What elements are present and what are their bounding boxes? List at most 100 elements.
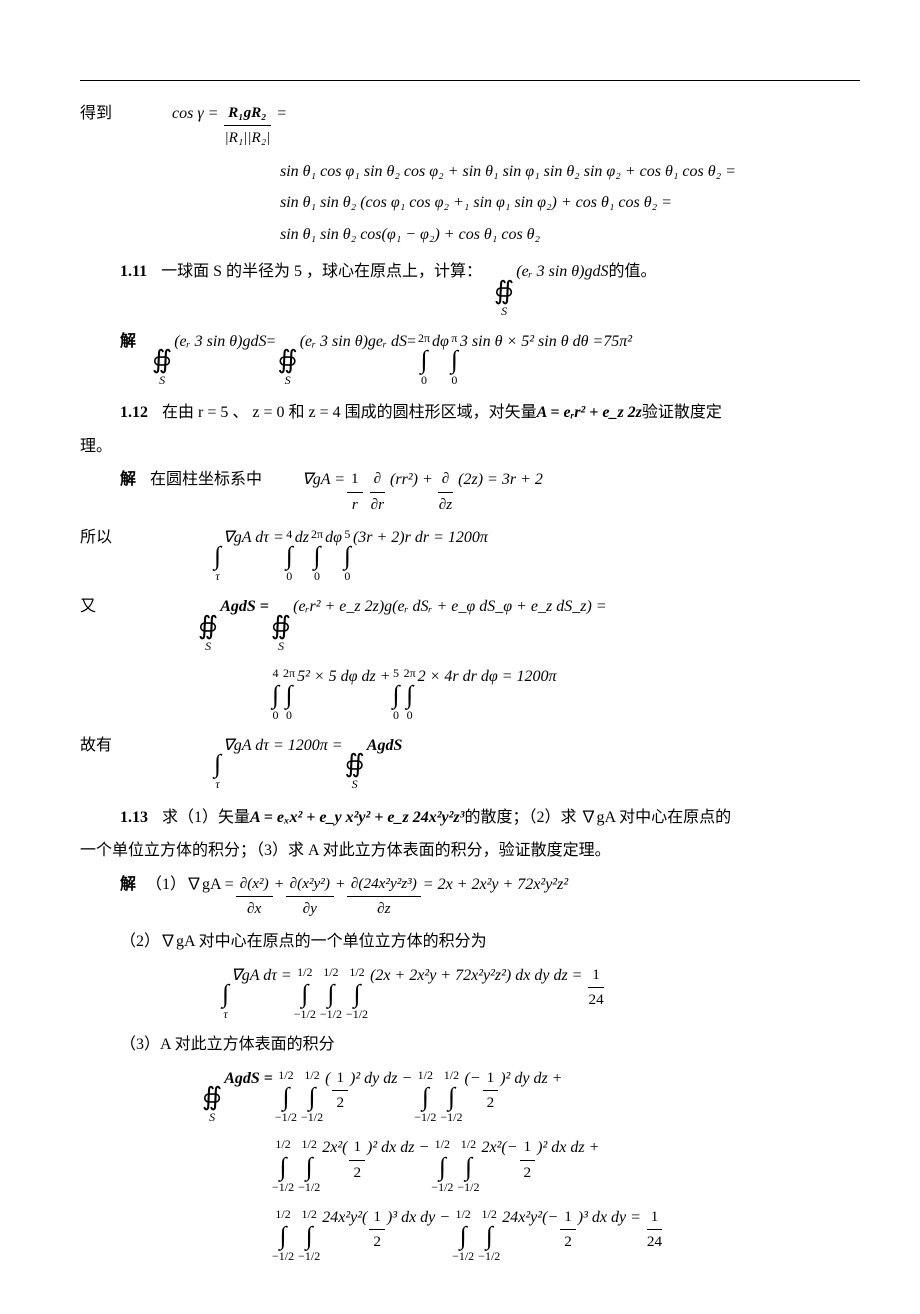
- f2: ∂(x²y²)∂y: [286, 872, 334, 922]
- p112-text-a: 在由 r = 5 、 z = 0 和 z = 4 围成的圆柱形区域，对矢量: [162, 400, 537, 426]
- div-rhs: (2z) = 3r + 2: [458, 467, 543, 493]
- p113-sol2-text: （2）∇gA 对中心在原点的一个单位立方体的积分为: [80, 929, 860, 955]
- surf-rhs2a: 5² × 5 dφ dz +: [297, 664, 390, 690]
- int-r: 5∫0: [344, 525, 351, 586]
- p112-sol-a: 在圆柱坐标系中: [150, 467, 262, 493]
- int-b: 2π∫0: [283, 664, 295, 725]
- trig-expansion: sin θ₁ cos φ₁ sin θ₂ cos φ₂ + sin θ₁ sin…: [80, 159, 860, 248]
- also: 又: [80, 594, 96, 620]
- frac-ddz: ∂∂z: [435, 467, 456, 517]
- int-phi2: 2π∫0: [311, 525, 323, 586]
- f1: ∂(x²)∂x: [236, 872, 273, 922]
- p113-s3-row1: ∯S AgdS = 1/2∫−1/2 1/2∫−1/2 ( 12 )² dy d…: [80, 1066, 860, 1127]
- frac-R: R₁gR₂ |R₁||R₂|: [220, 101, 274, 151]
- int-theta: π∫0: [451, 329, 458, 390]
- oint-7: ∯S: [202, 1066, 222, 1127]
- problem-1-12: 1.12 在由 r = 5 、 z = 0 和 z = 4 围成的圆柱形区域，对…: [80, 400, 860, 426]
- p112-text-b: 验证散度定: [642, 400, 722, 426]
- sol-3: 解: [120, 872, 136, 898]
- sol-1: 解: [120, 329, 136, 355]
- dphi: dφ: [432, 329, 449, 355]
- surf-rhs1: (eᵣr² + e_z 2z)g(eᵣ dSᵣ + e_φ dS_φ + e_z…: [293, 594, 606, 620]
- p113-s3-row3: 1/2∫−1/2 1/2∫−1/2 24x²y²( 12 )³ dx dy − …: [80, 1205, 860, 1266]
- final-rhs: AgdS: [367, 733, 403, 759]
- frac-ddr: ∂∂r: [367, 467, 388, 517]
- div-mid: (rr²) +: [390, 467, 433, 493]
- p113-sol2-eq: ∫τ ∇gA dτ = 1/2∫−1/2 1/2∫−1/2 1/2∫−1/2 (…: [80, 963, 860, 1024]
- int-a: 4∫0: [272, 664, 279, 725]
- p112-num: 1.12: [120, 400, 148, 426]
- oint-3: ∯S: [277, 329, 297, 390]
- oint-5: ∯S: [271, 594, 291, 655]
- int1-lhs: ∇gA dτ =: [223, 525, 284, 551]
- sol2-text: （2）∇gA 对中心在原点的一个单位立方体的积分为: [120, 929, 487, 955]
- p111-integrand: (eᵣ 3 sin θ)gdS: [516, 259, 608, 285]
- int-d: 2π∫0: [404, 664, 416, 725]
- oint-4: ∯S: [198, 594, 218, 655]
- p113-text-b: 的散度；（2）求 ∇gA 对中心在原点的: [464, 805, 731, 831]
- p111-sol-lhs: (eᵣ 3 sin θ)gdS: [174, 329, 266, 355]
- frac-R-top: R₁gR₂: [228, 104, 266, 121]
- problem-1-11: 1.11 一球面 S 的半径为 5 ，球心在原点上，计算： ∯ S (eᵣ 3 …: [80, 259, 860, 320]
- p113-num: 1.13: [120, 805, 148, 831]
- p113-vec: A = eₓx² + e_y x²y² + e_z 24x²y²z³: [250, 805, 464, 831]
- p113-sol1: 解 （1）∇gA = ∂(x²)∂x + ∂(x²y²)∂y + ∂(24x²y…: [80, 872, 860, 922]
- oint-6: ∯S: [345, 733, 365, 794]
- p112-vec: A = eᵣr² + e_z 2z: [537, 400, 642, 426]
- p112-surf2: 4∫0 2π∫0 5² × 5 dφ dz + 5∫0 2π∫0 2 × 4r …: [80, 664, 860, 725]
- line-cosgamma: 得到 cos γ = R₁gR₂ |R₁||R₂| =: [80, 101, 860, 151]
- problem-1-13: 1.13 求（1）矢量 A = eₓx² + e_y x²y² + e_z 24…: [80, 805, 860, 831]
- frac-1r: 1r: [347, 467, 363, 517]
- int-tau-1: ∫τ: [214, 525, 221, 586]
- int-phi: 2π∫0: [418, 329, 430, 390]
- p113-sol1-lhs: （1）∇gA =: [146, 872, 234, 898]
- frac-R-bot: |R₁||R₂|: [224, 129, 270, 146]
- sol2-lhs: ∇gA dτ =: [231, 963, 292, 989]
- sol-2: 解: [120, 467, 136, 493]
- int1-rhs: (3r + 2)r dr = 1200π: [353, 525, 488, 551]
- p113-cont: 一个单位立方体的积分；（3）求 A 对此立方体表面的积分，验证散度定理。: [80, 838, 860, 864]
- int-h2: 1/2∫−1/2: [320, 963, 342, 1024]
- eq1: =: [276, 101, 287, 127]
- sol3-text: （3）A 对此立方体表面的积分: [120, 1032, 335, 1058]
- s3-lhs: AgdS =: [224, 1066, 273, 1092]
- header-rule: [80, 80, 860, 81]
- trig2: sin θ₁ sin θ₂ (cos φ₁ cos φ₂ +₁ sin φ₁ s…: [280, 190, 860, 216]
- so: 所以: [80, 525, 112, 551]
- p113-sol1-rhs: = 2x + 2x²y + 72x²y²z²: [423, 872, 568, 898]
- p113-text-c: 一个单位立方体的积分；（3）求 A 对此立方体表面的积分，验证散度定理。: [80, 838, 611, 864]
- p111-solution: 解 ∯S (eᵣ 3 sin θ)gdS = ∯S (eᵣ 3 sin θ)ge…: [80, 329, 860, 390]
- p111-num: 1.11: [120, 259, 147, 285]
- p111-text-a: 一球面 S 的半径为 5 ，球心在原点上，计算：: [161, 259, 482, 285]
- p112-sol-div: 解 在圆柱坐标系中 ∇gA = 1r ∂∂r (rr²) + ∂∂z (2z) …: [80, 467, 860, 517]
- cos-gamma-eq: cos γ =: [172, 101, 218, 127]
- p113-sol3-text: （3）A 对此立方体表面的积分: [80, 1032, 860, 1058]
- p113-s3-row2: 1/2∫−1/2 1/2∫−1/2 2x²( 12 )² dx dz − 1/2…: [80, 1135, 860, 1196]
- p111-sol-rhs: 3 sin θ × 5² sin θ dθ =75π²: [460, 329, 632, 355]
- hence: 故有: [80, 733, 112, 759]
- p112-cont: 理。: [80, 434, 860, 460]
- trig3: sin θ₁ sin θ₂ cos(φ₁ − φ₂) + cos θ₁ cos …: [280, 222, 860, 248]
- f3: ∂(24x²y²z³)∂z: [347, 872, 421, 922]
- surf-lhs: AgdS =: [220, 594, 269, 620]
- sol2-int: (2x + 2x²y + 72x²y²z²) dx dy dz =: [370, 963, 582, 989]
- p111-text-b: 的值。: [608, 259, 656, 285]
- int-h1: 1/2∫−1/2: [294, 963, 316, 1024]
- int-c: 5∫0: [393, 664, 400, 725]
- surf-rhs2b: 2 × 4r dr dφ = 1200π: [418, 664, 557, 690]
- p112-text-c: 理。: [80, 434, 112, 460]
- int-z: 4∫0: [286, 525, 293, 586]
- int-tau-2: ∫τ: [214, 733, 221, 794]
- oint-1: ∯ S: [494, 259, 514, 320]
- text-got: 得到: [80, 101, 112, 127]
- int-h3: 1/2∫−1/2: [346, 963, 368, 1024]
- int-tau-3: ∫τ: [222, 963, 229, 1024]
- p112-also: 又 ∯S AgdS = ∯S (eᵣr² + e_z 2z)g(eᵣ dSᵣ +…: [80, 594, 860, 655]
- p113-text-a: 求（1）矢量: [162, 805, 250, 831]
- frac-124-b: 124: [643, 1205, 666, 1255]
- p112-so: 所以 ∫τ ∇gA dτ = 4∫0 dz 2π∫0 dφ 5∫0 (3r + …: [80, 525, 860, 586]
- trig1: sin θ₁ cos φ₁ sin θ₂ cos φ₂ + sin θ₁ sin…: [280, 159, 860, 185]
- div-lhs: ∇gA =: [302, 467, 345, 493]
- final-lhs: ∇gA dτ = 1200π =: [223, 733, 343, 759]
- oint-2: ∯S: [152, 329, 172, 390]
